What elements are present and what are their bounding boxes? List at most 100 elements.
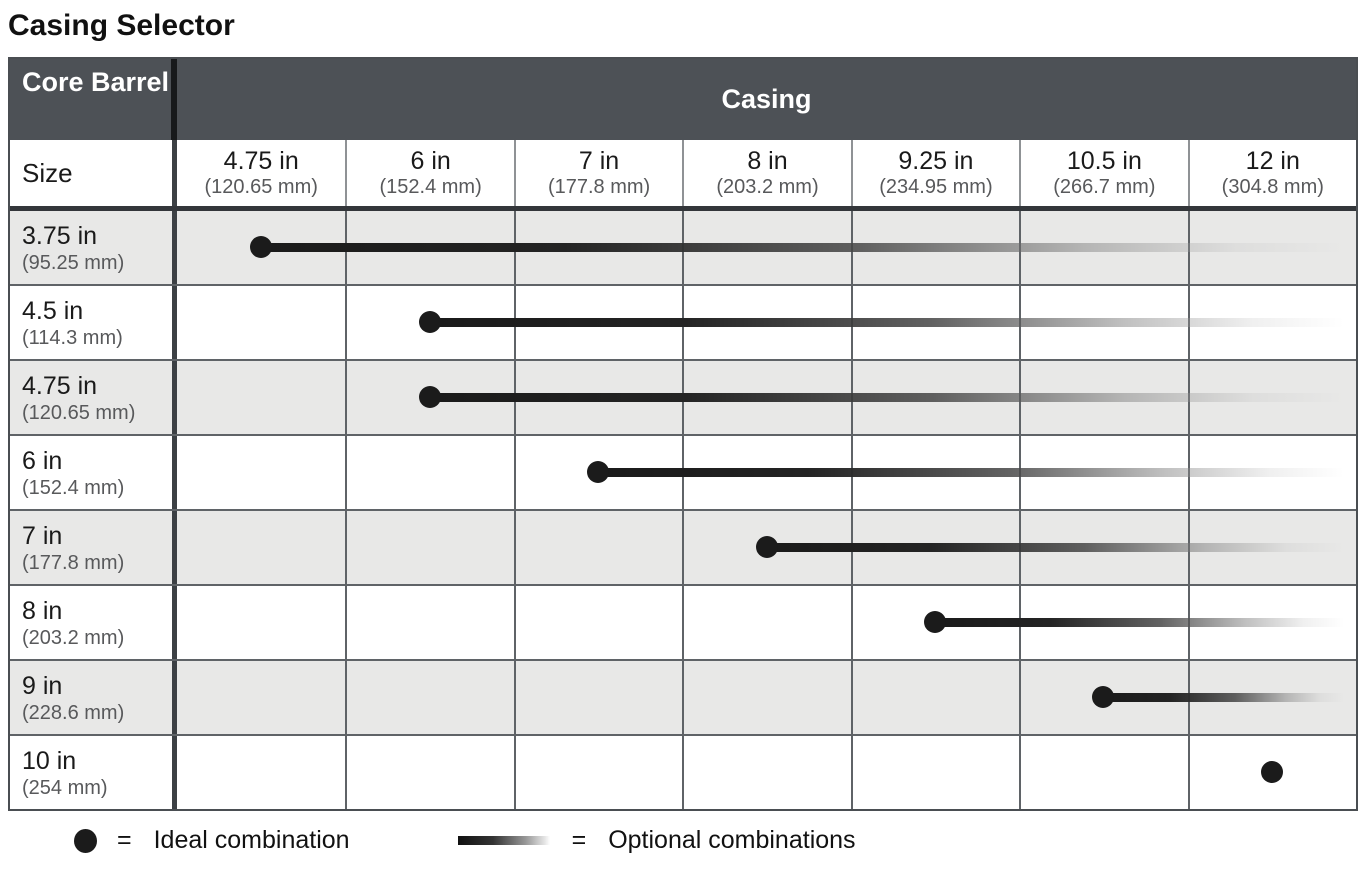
casing-selector-table: Core Barrel Casing Size 4.75 in (120.65 m…: [8, 57, 1358, 811]
casing-col-mm: (234.95 mm): [879, 176, 993, 198]
matrix-cell: [177, 736, 345, 809]
casing-col-header: 12 in (304.8 mm): [1187, 140, 1356, 206]
table-row: 4.5 in (114.3 mm): [10, 284, 1356, 359]
row-label: 3.75 in (95.25 mm): [10, 211, 177, 284]
legend: = Ideal combination = Optional combinati…: [74, 826, 1366, 855]
ideal-combination-dot: [418, 386, 441, 408]
row-label: 9 in (228.6 mm): [10, 661, 177, 734]
table-header-row-1: Core Barrel Casing: [10, 59, 1356, 140]
matrix-cell: [177, 436, 345, 509]
ideal-combination-dot: [418, 311, 441, 333]
row-label-size: 7 in: [22, 521, 63, 550]
row-label-mm: (152.4 mm): [22, 476, 125, 499]
matrix-cell: [177, 286, 345, 359]
casing-col-mm: (266.7 mm): [1053, 176, 1156, 198]
casing-col-size: 8 in: [747, 147, 788, 175]
row-label: 4.5 in (114.3 mm): [10, 286, 177, 359]
casing-col-size: 6 in: [410, 147, 451, 175]
matrix-cell: [345, 511, 513, 584]
optional-combination-line: [766, 543, 1344, 552]
casing-col-size: 9.25 in: [898, 147, 974, 175]
row-label-size: 9 in: [22, 671, 63, 700]
table-row: 10 in (254 mm): [10, 734, 1356, 809]
matrix-cell: [850, 586, 1019, 659]
ideal-combination-dot: [250, 236, 273, 258]
matrix-cell: [177, 511, 345, 584]
table-row: 6 in (152.4 mm): [10, 434, 1356, 509]
table-row: 7 in (177.8 mm): [10, 509, 1356, 584]
row-label-mm: (114.3 mm): [22, 326, 123, 349]
casing-col-mm: (177.8 mm): [547, 176, 651, 198]
ideal-combination-dot: [587, 461, 610, 483]
core-barrel-header: Core Barrel: [10, 59, 177, 140]
optional-combination-line: [934, 618, 1344, 627]
row-label: 7 in (177.8 mm): [10, 511, 177, 584]
matrix-cell: [513, 736, 682, 809]
matrix-cell: [345, 586, 513, 659]
optional-combination-line: [261, 243, 1344, 252]
table-row: 3.75 in (95.25 mm): [10, 211, 1356, 284]
legend-equals: =: [117, 826, 132, 854]
size-header: Size: [10, 140, 177, 206]
ideal-combination-dot: [1260, 761, 1283, 783]
matrix-cell: [682, 586, 850, 659]
row-label-mm: (228.6 mm): [22, 701, 125, 724]
matrix-cell: [345, 436, 513, 509]
casing-col-size: 7 in: [578, 147, 620, 175]
optional-line-icon: [457, 836, 550, 845]
table-header-row-2: Size 4.75 in (120.65 mm) 6 in (152.4 mm) 7 i…: [10, 140, 1356, 211]
matrix-cell: [513, 436, 682, 509]
matrix-cell: [1019, 736, 1187, 809]
casing-col-header: 10.5 in (266.7 mm): [1019, 140, 1187, 206]
row-label-size: 10 in: [22, 746, 77, 775]
matrix-cell: [345, 661, 513, 734]
table-body: 3.75 in (95.25 mm) 4.5 in (114.3 mm) 4.75 in…: [10, 211, 1356, 809]
matrix-cell: [345, 361, 513, 434]
row-label-mm: (120.65 mm): [22, 401, 136, 424]
casing-col-header: 8 in (203.2 mm): [682, 140, 850, 206]
row-label-mm: (177.8 mm): [22, 551, 125, 574]
casing-col-size: 10.5 in: [1066, 147, 1142, 175]
matrix-cell: [513, 661, 682, 734]
ideal-dot-icon: [74, 828, 97, 853]
matrix-cell: [850, 661, 1019, 734]
legend-equals: =: [571, 826, 587, 854]
casing-col-header: 7 in (177.8 mm): [513, 140, 682, 206]
row-label-mm: (95.25 mm): [22, 251, 125, 274]
matrix-cell: [682, 661, 850, 734]
matrix-cell: [177, 361, 345, 434]
matrix-cell: [682, 736, 850, 809]
table-row: 9 in (228.6 mm): [10, 659, 1356, 734]
legend-optional-label: Optional combinations: [608, 826, 856, 854]
casing-col-header: 6 in (152.4 mm): [345, 140, 513, 206]
matrix-cell: [177, 586, 345, 659]
row-label: 10 in (254 mm): [10, 736, 177, 809]
casing-col-size: 4.75 in: [223, 147, 299, 175]
casing-col-header: 9.25 in (234.95 mm): [850, 140, 1019, 206]
row-label-mm: (203.2 mm): [22, 626, 125, 649]
table-row: 4.75 in (120.65 mm): [10, 359, 1356, 434]
casing-col-mm: (152.4 mm): [379, 176, 482, 198]
row-label-size: 6 in: [22, 446, 63, 475]
casing-col-header: 4.75 in (120.65 mm): [177, 140, 345, 206]
row-label: 8 in (203.2 mm): [10, 586, 177, 659]
ideal-combination-dot: [1092, 686, 1115, 708]
row-label: 6 in (152.4 mm): [10, 436, 177, 509]
matrix-cell: [850, 736, 1019, 809]
row-label-size: 4.75 in: [22, 371, 98, 400]
casing-col-mm: (304.8 mm): [1221, 176, 1324, 198]
casing-col-size: 12 in: [1245, 147, 1300, 175]
row-label-mm: (254 mm): [22, 776, 108, 799]
matrix-cell: [1019, 661, 1187, 734]
matrix-cell: [682, 511, 850, 584]
row-label-size: 3.75 in: [22, 221, 98, 250]
page-title: Casing Selector: [8, 9, 235, 42]
ideal-combination-dot: [923, 611, 946, 633]
matrix-cell: [345, 736, 513, 809]
ideal-combination-dot: [755, 536, 778, 558]
table-row: 8 in (203.2 mm): [10, 584, 1356, 659]
row-label: 4.75 in (120.65 mm): [10, 361, 177, 434]
legend-ideal-label: Ideal combination: [153, 826, 350, 854]
matrix-cell: [345, 286, 513, 359]
matrix-cell: [513, 511, 682, 584]
